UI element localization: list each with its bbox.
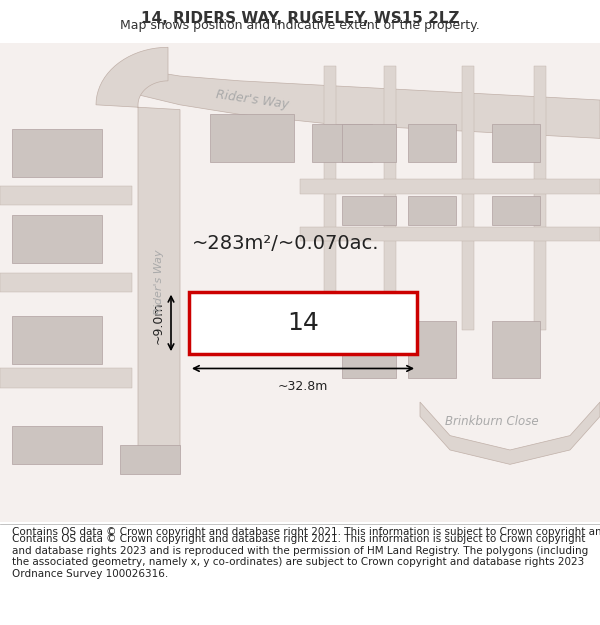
Bar xyxy=(312,124,372,162)
Polygon shape xyxy=(0,369,132,388)
Bar xyxy=(210,114,294,162)
Polygon shape xyxy=(300,179,600,194)
Bar xyxy=(189,292,417,354)
Bar xyxy=(12,426,102,464)
Text: ~32.8m: ~32.8m xyxy=(278,381,328,394)
Polygon shape xyxy=(462,66,474,330)
Polygon shape xyxy=(0,186,132,206)
Polygon shape xyxy=(384,66,396,330)
Text: ~9.0m: ~9.0m xyxy=(152,302,165,344)
Text: 14: 14 xyxy=(287,311,319,335)
Polygon shape xyxy=(324,66,336,330)
Polygon shape xyxy=(96,48,180,450)
Bar xyxy=(408,321,456,378)
Bar xyxy=(408,124,456,162)
Bar xyxy=(12,215,102,263)
Bar xyxy=(12,129,102,177)
Text: ~283m²/~0.070ac.: ~283m²/~0.070ac. xyxy=(192,234,380,253)
Polygon shape xyxy=(0,272,132,292)
Text: Contains OS data © Crown copyright and database right 2021. This information is : Contains OS data © Crown copyright and d… xyxy=(12,527,600,537)
Bar xyxy=(408,196,456,224)
Text: Rider's Way: Rider's Way xyxy=(154,249,164,315)
Bar xyxy=(240,292,336,340)
Bar xyxy=(342,196,396,224)
Bar xyxy=(492,196,540,224)
Bar xyxy=(342,321,396,378)
Bar xyxy=(120,445,180,474)
Text: Rider's Way: Rider's Way xyxy=(215,89,289,112)
Text: Brinkburn Close: Brinkburn Close xyxy=(445,415,539,428)
Polygon shape xyxy=(300,227,600,241)
Bar xyxy=(342,124,396,162)
Text: Contains OS data © Crown copyright and database right 2021. This information is : Contains OS data © Crown copyright and d… xyxy=(12,534,588,579)
Polygon shape xyxy=(534,66,546,330)
Polygon shape xyxy=(420,402,600,464)
Bar xyxy=(492,124,540,162)
Bar xyxy=(12,316,102,364)
Bar xyxy=(492,321,540,378)
Text: 14, RIDERS WAY, RUGELEY, WS15 2LZ: 14, RIDERS WAY, RUGELEY, WS15 2LZ xyxy=(141,11,459,26)
Text: Map shows position and indicative extent of the property.: Map shows position and indicative extent… xyxy=(120,19,480,32)
Polygon shape xyxy=(120,66,600,138)
